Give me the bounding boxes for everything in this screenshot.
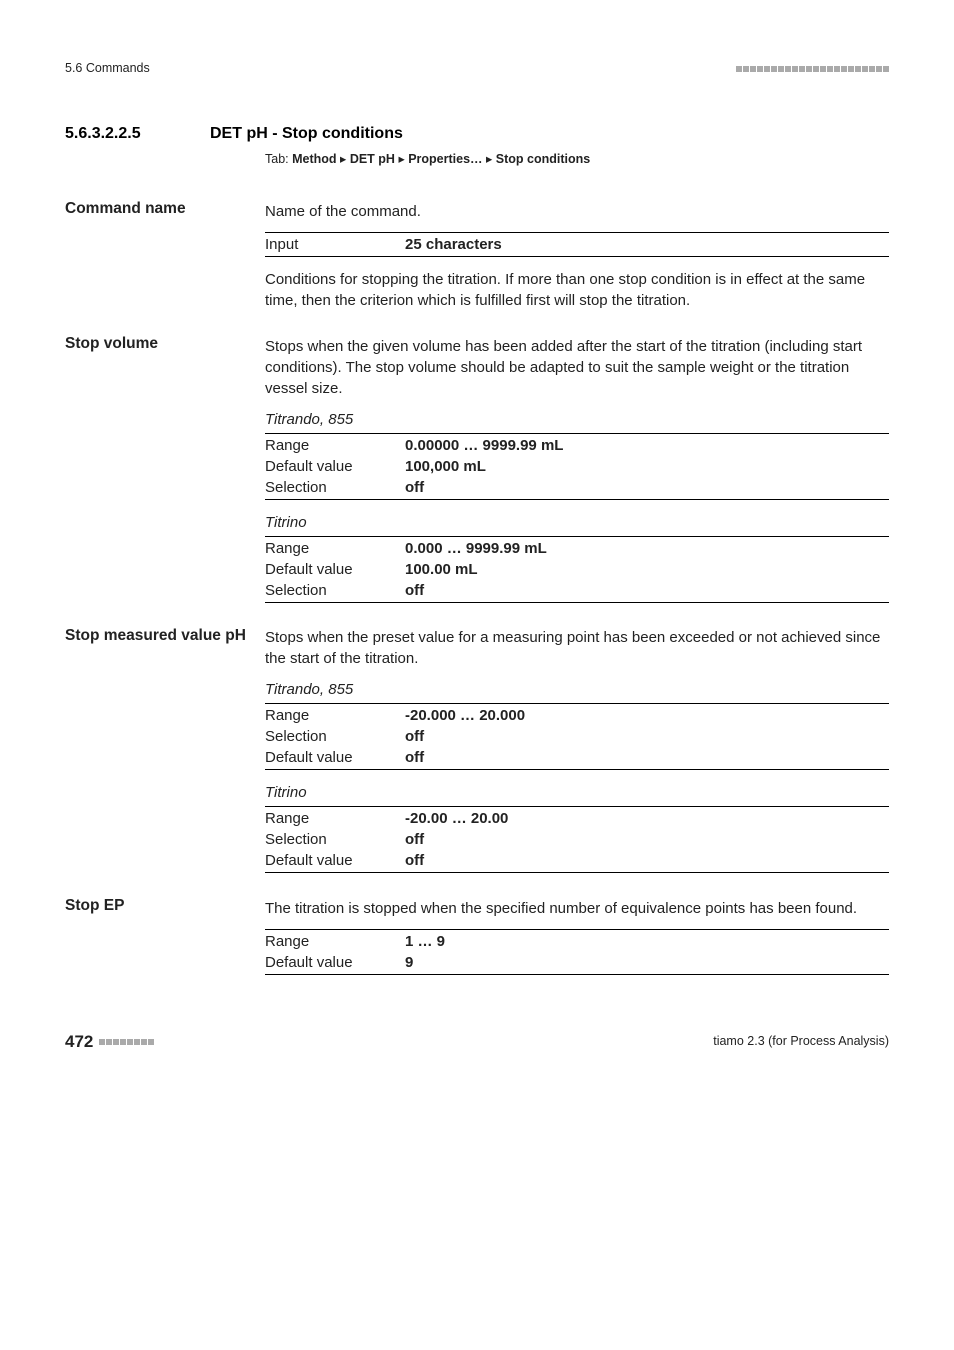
param-key: Selection bbox=[265, 477, 405, 498]
section-heading-row: 5.6.3.2.2.5 DET pH - Stop conditions bbox=[65, 123, 889, 145]
tab-part-3: Stop conditions bbox=[496, 152, 590, 166]
tab-part-1: DET pH bbox=[350, 152, 395, 166]
section-title: DET pH - Stop conditions bbox=[210, 123, 403, 145]
param-value: off bbox=[405, 747, 424, 768]
command-name-desc: Name of the command. bbox=[265, 201, 889, 222]
tab-sep: ▸ bbox=[486, 152, 492, 166]
param-key: Range bbox=[265, 538, 405, 559]
param-key: Default value bbox=[265, 850, 405, 871]
group-subhead: Titrando, 855 bbox=[265, 679, 889, 702]
tab-sep: ▸ bbox=[340, 152, 346, 166]
param-value: -20.00 … 20.00 bbox=[405, 808, 508, 829]
stop-volume-body: Stops when the given volume has been add… bbox=[265, 336, 889, 399]
param-value: 0.000 … 9999.99 mL bbox=[405, 538, 547, 559]
footer-ornament bbox=[99, 1039, 154, 1045]
param-value: off bbox=[405, 850, 424, 871]
param-key: Default value bbox=[265, 456, 405, 477]
section-number: 5.6.3.2.2.5 bbox=[65, 123, 180, 145]
stop-ep-body: The titration is stopped when the specif… bbox=[265, 898, 889, 919]
group-subhead: Titrino bbox=[265, 782, 889, 805]
stop-measured-body: Stops when the preset value for a measur… bbox=[265, 627, 889, 669]
param-key: Selection bbox=[265, 829, 405, 850]
param-key: Range bbox=[265, 435, 405, 456]
stop-volume-group-1: Titrino Range0.000 … 9999.99 mL Default … bbox=[265, 512, 889, 603]
header-left: 5.6 Commands bbox=[65, 60, 150, 78]
page-header: 5.6 Commands bbox=[65, 60, 889, 78]
param-key: Selection bbox=[265, 726, 405, 747]
stop-volume-group-0: Titrando, 855 Range0.00000 … 9999.99 mL … bbox=[265, 409, 889, 500]
param-key: Default value bbox=[265, 559, 405, 580]
tab-label: Tab: bbox=[265, 152, 289, 166]
stop-ep-table: Range1 … 9 Default value9 bbox=[265, 929, 889, 975]
input-label: Input bbox=[265, 234, 405, 255]
tab-sep: ▸ bbox=[398, 152, 404, 166]
footer-right: tiamo 2.3 (for Process Analysis) bbox=[713, 1033, 889, 1051]
group-subhead: Titrino bbox=[265, 512, 889, 535]
tab-part-2: Properties… bbox=[408, 152, 482, 166]
param-value: 100.00 mL bbox=[405, 559, 478, 580]
param-key: Default value bbox=[265, 747, 405, 768]
stop-measured-group-0: Titrando, 855 Range-20.000 … 20.000 Sele… bbox=[265, 679, 889, 770]
tab-breadcrumb: Tab: Method ▸ DET pH ▸ Properties… ▸ Sto… bbox=[265, 151, 889, 169]
input-value: 25 characters bbox=[405, 234, 502, 255]
param-value: 0.00000 … 9999.99 mL bbox=[405, 435, 563, 456]
param-value: off bbox=[405, 477, 424, 498]
page-number: 472 bbox=[65, 1030, 93, 1054]
param-value: 1 … 9 bbox=[405, 931, 445, 952]
page-footer: 472 tiamo 2.3 (for Process Analysis) bbox=[65, 1030, 889, 1054]
command-name-table: Input 25 characters bbox=[265, 232, 889, 257]
param-key: Range bbox=[265, 931, 405, 952]
stop-measured-group-1: Titrino Range-20.00 … 20.00 Selectionoff… bbox=[265, 782, 889, 873]
group-subhead: Titrando, 855 bbox=[265, 409, 889, 432]
tab-part-0: Method bbox=[292, 152, 336, 166]
footer-left: 472 bbox=[65, 1030, 154, 1054]
param-key: Selection bbox=[265, 580, 405, 601]
param-key: Range bbox=[265, 808, 405, 829]
param-key: Range bbox=[265, 705, 405, 726]
param-value: 100,000 mL bbox=[405, 456, 486, 477]
param-key: Default value bbox=[265, 952, 405, 973]
header-ornament bbox=[736, 66, 889, 72]
param-value: off bbox=[405, 829, 424, 850]
command-name-body: Conditions for stopping the titration. I… bbox=[265, 269, 889, 311]
param-value: -20.000 … 20.000 bbox=[405, 705, 525, 726]
param-value: off bbox=[405, 726, 424, 747]
param-value: off bbox=[405, 580, 424, 601]
param-value: 9 bbox=[405, 952, 413, 973]
